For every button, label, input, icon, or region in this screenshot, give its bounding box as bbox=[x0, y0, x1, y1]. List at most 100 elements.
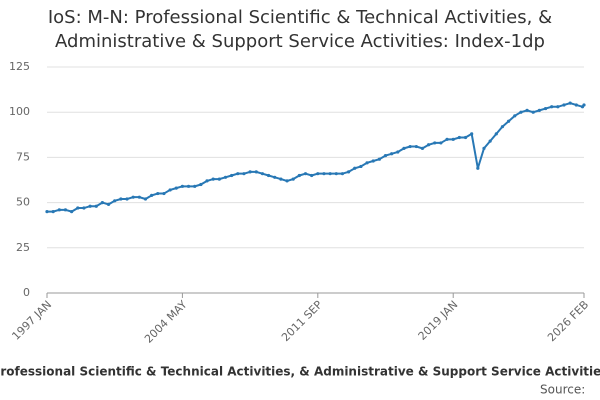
point bbox=[537, 108, 541, 112]
x-tick-label: 1997 JAN bbox=[9, 298, 54, 343]
source: Source: bbox=[540, 383, 585, 397]
point bbox=[316, 172, 320, 176]
point bbox=[377, 157, 381, 161]
point bbox=[242, 172, 246, 176]
point bbox=[543, 106, 548, 111]
y-tick-label: 75 bbox=[16, 150, 30, 163]
point bbox=[439, 141, 443, 145]
point bbox=[57, 208, 61, 212]
point bbox=[279, 177, 283, 181]
point bbox=[488, 139, 492, 143]
point bbox=[408, 144, 412, 149]
point bbox=[562, 103, 566, 107]
point bbox=[457, 135, 461, 140]
point bbox=[359, 164, 363, 169]
point bbox=[94, 204, 98, 208]
point bbox=[180, 184, 185, 188]
point bbox=[162, 191, 166, 196]
point bbox=[334, 172, 338, 176]
chart-title: IoS: M-N: Professional Scientific & Tech… bbox=[47, 7, 553, 52]
y-tick-label: 50 bbox=[16, 196, 30, 209]
point bbox=[45, 210, 49, 214]
point bbox=[426, 143, 431, 147]
point bbox=[303, 172, 308, 176]
point bbox=[550, 105, 554, 109]
y-tick-label: 25 bbox=[16, 241, 30, 254]
point bbox=[568, 101, 572, 105]
point bbox=[76, 206, 80, 210]
point bbox=[519, 110, 523, 114]
point bbox=[199, 182, 203, 187]
y-tick-label: 0 bbox=[23, 286, 30, 299]
point bbox=[402, 146, 406, 150]
point bbox=[168, 188, 172, 192]
x-tick-label: 2026 FEB bbox=[545, 298, 591, 344]
point bbox=[254, 170, 258, 174]
point bbox=[186, 184, 191, 188]
point bbox=[574, 103, 578, 107]
point bbox=[70, 210, 74, 214]
legend-label: Professional Scientific & Technical Acti… bbox=[0, 365, 600, 379]
point bbox=[513, 114, 517, 118]
point bbox=[88, 204, 92, 208]
point bbox=[260, 172, 265, 176]
point bbox=[396, 150, 400, 154]
point bbox=[371, 159, 375, 163]
point bbox=[156, 191, 160, 196]
point bbox=[556, 105, 560, 109]
point bbox=[137, 195, 141, 199]
point bbox=[113, 199, 117, 203]
point bbox=[131, 195, 135, 199]
point bbox=[507, 119, 511, 123]
x-tick-label: 2004 MAY bbox=[142, 298, 190, 346]
point bbox=[193, 184, 197, 188]
point bbox=[266, 173, 271, 178]
y-tick-label: 100 bbox=[9, 105, 30, 118]
point bbox=[328, 172, 332, 176]
point bbox=[297, 173, 301, 178]
point bbox=[433, 141, 437, 145]
point bbox=[463, 135, 468, 140]
x-tick-label: 2011 SEP bbox=[279, 298, 325, 344]
point bbox=[525, 108, 529, 112]
point bbox=[346, 170, 351, 174]
point bbox=[470, 132, 474, 136]
point bbox=[174, 186, 178, 190]
point bbox=[353, 166, 357, 170]
point bbox=[63, 208, 68, 212]
point bbox=[365, 161, 369, 165]
point bbox=[420, 146, 425, 150]
point bbox=[150, 193, 154, 197]
point bbox=[223, 175, 228, 179]
point bbox=[531, 110, 535, 114]
point bbox=[582, 103, 586, 107]
x-tick-label: 2019 JAN bbox=[416, 298, 461, 343]
point bbox=[310, 173, 314, 178]
point bbox=[285, 179, 289, 183]
point bbox=[322, 172, 326, 176]
point bbox=[476, 166, 480, 170]
point bbox=[100, 201, 104, 205]
point bbox=[414, 144, 418, 149]
point bbox=[125, 197, 129, 201]
point bbox=[205, 179, 209, 183]
point bbox=[445, 137, 449, 141]
point bbox=[106, 202, 111, 207]
point bbox=[143, 197, 148, 201]
point bbox=[119, 197, 123, 201]
point bbox=[211, 177, 215, 181]
point bbox=[236, 172, 240, 176]
point bbox=[340, 172, 345, 176]
y-tick-label: 125 bbox=[9, 60, 30, 73]
point bbox=[291, 177, 295, 181]
point bbox=[390, 152, 394, 156]
point bbox=[51, 210, 55, 214]
point bbox=[482, 146, 486, 150]
point bbox=[494, 132, 498, 136]
point bbox=[451, 137, 455, 141]
point bbox=[273, 175, 277, 179]
point bbox=[217, 177, 221, 181]
point bbox=[248, 170, 252, 174]
